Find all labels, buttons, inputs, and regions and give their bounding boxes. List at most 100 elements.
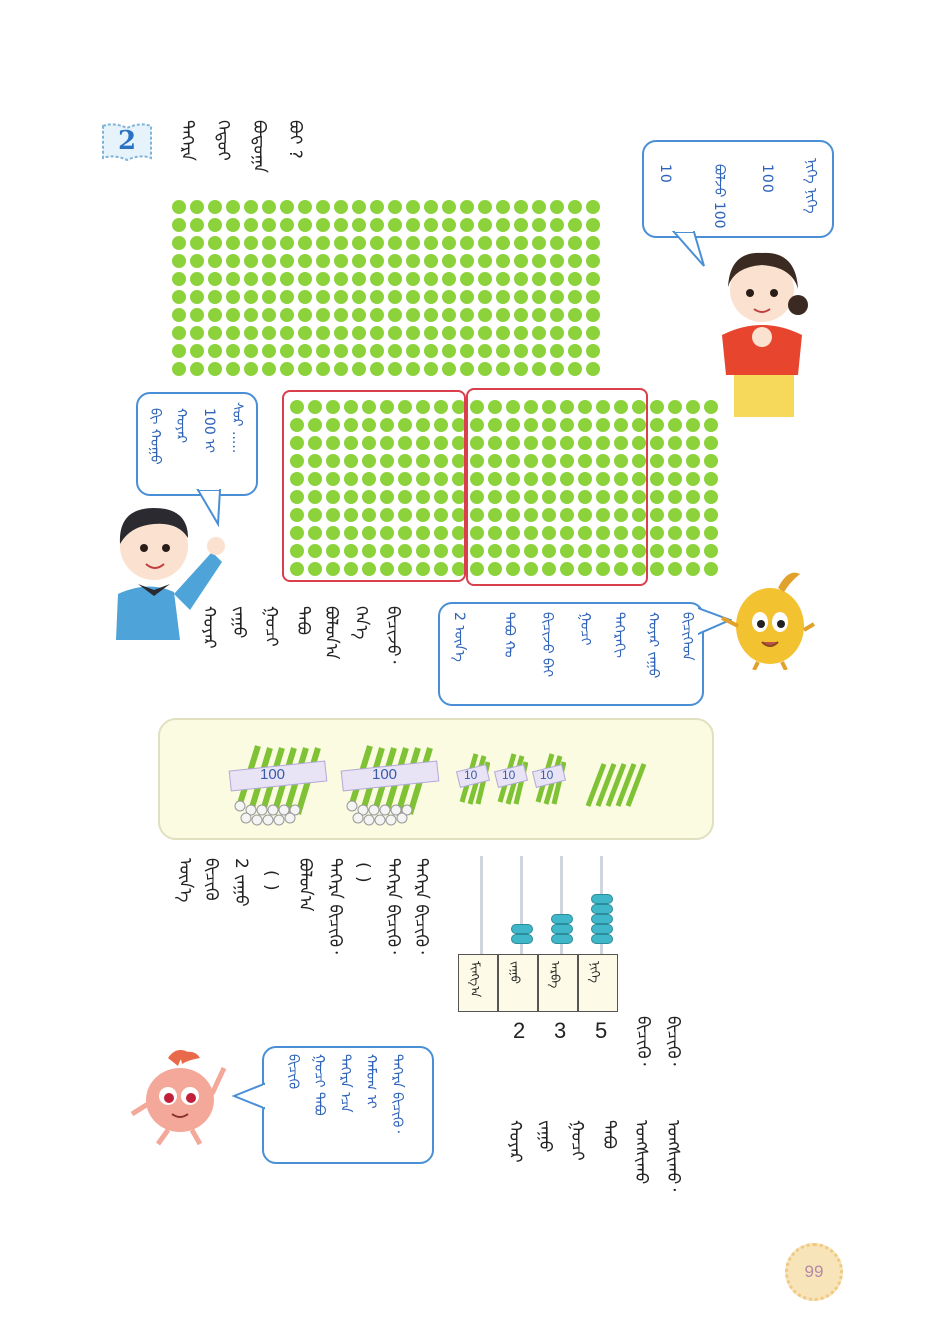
dot (280, 200, 294, 214)
dot (668, 472, 682, 486)
dot (344, 454, 358, 468)
dot (416, 472, 430, 486)
dot (452, 526, 466, 540)
dot (524, 526, 538, 540)
dot (542, 400, 556, 414)
dot (362, 490, 376, 504)
dot (416, 418, 430, 432)
dot (460, 272, 474, 286)
answer-blank[interactable]: ( ) (261, 870, 281, 892)
stick-bundle-icon (455, 753, 491, 805)
dot (514, 218, 528, 232)
dot (344, 400, 358, 414)
dot (560, 418, 574, 432)
dot (488, 436, 502, 450)
place-value-cell: ᠮᠢᠩᠭ᠎ᠠ (458, 954, 498, 1012)
single-sticks-icon (585, 763, 647, 807)
dot (424, 236, 438, 250)
dot (244, 290, 258, 304)
dot (650, 418, 664, 432)
dot (506, 490, 520, 504)
dot (380, 508, 394, 522)
dot (578, 454, 592, 468)
dot (434, 526, 448, 540)
dot (668, 418, 682, 432)
dot (586, 308, 600, 322)
dot (532, 362, 546, 376)
dot (532, 218, 546, 232)
dot (496, 200, 510, 214)
dot (532, 200, 546, 214)
dot (362, 472, 376, 486)
section-badge: 2 (100, 120, 154, 164)
boy-speech-bubble: ᠰᠤᠷ ..... 100 ᠢ ᠬᠣᠶᠠᠷ ᠪᠢ ᠬᠤᠭᠤ (136, 392, 258, 496)
dot (308, 490, 322, 504)
dot (370, 272, 384, 286)
dot (686, 454, 700, 468)
dot (460, 218, 474, 232)
dot (542, 526, 556, 540)
dot (704, 436, 718, 450)
dot (524, 490, 538, 504)
dot (632, 418, 646, 432)
dot (478, 218, 492, 232)
dot (298, 200, 312, 214)
dot (334, 236, 348, 250)
bubble-tail (671, 230, 705, 267)
dot (460, 326, 474, 340)
dot (524, 454, 538, 468)
dot (442, 326, 456, 340)
dot (398, 544, 412, 558)
dot (496, 272, 510, 286)
dot (370, 326, 384, 340)
dot (514, 236, 528, 250)
dot (442, 344, 456, 358)
dot (578, 400, 592, 414)
dot (488, 544, 502, 558)
dot (398, 526, 412, 540)
dot (550, 200, 564, 214)
bubble-line: 10 (657, 164, 673, 184)
dot (524, 562, 538, 576)
dot (262, 254, 276, 268)
dot (704, 454, 718, 468)
dot (470, 526, 484, 540)
bubble-line: ᠪᠢᠴᠢᠵᠦ ᠪᠠᠢ (539, 612, 555, 678)
question-line: ᠳᠡᠭᠡᠷᠡ (177, 120, 197, 161)
dot (578, 490, 592, 504)
text-line: ᠤᠩᠰᠢᠬᠤ (631, 1120, 651, 1185)
dot (280, 326, 294, 340)
dot (352, 326, 366, 340)
dot (172, 218, 186, 232)
dot (470, 418, 484, 432)
dot (352, 362, 366, 376)
dot (344, 508, 358, 522)
dot (316, 254, 330, 268)
dot (298, 308, 312, 322)
bubble-line: ᠬᠣᠶᠠᠷ ᠵᠠᠭᠤ (645, 612, 661, 679)
dot (532, 326, 546, 340)
dot (406, 200, 420, 214)
dot (434, 472, 448, 486)
dot-grid-grouped (288, 398, 720, 578)
dot (460, 344, 474, 358)
dot (614, 436, 628, 450)
dot (470, 544, 484, 558)
dot (262, 362, 276, 376)
dot (586, 290, 600, 304)
dot (496, 218, 510, 232)
text-line: ᠪᠣᠯᠤᠨ᠎ᠠ (321, 606, 341, 660)
dot (326, 490, 340, 504)
text-line: ᠵᠠᠭᠤ (535, 1120, 555, 1153)
answer-blank[interactable]: ( ) (353, 862, 373, 884)
place-value-cell: ᠠᠷᠪᠠ (538, 954, 578, 1012)
dot (416, 490, 430, 504)
bubble-line: 2 ᠦᠨ᠎ᠡ (451, 612, 467, 662)
dot (362, 400, 376, 414)
dot (452, 472, 466, 486)
question-line: ᠬᠡᠳᠦᠢ (213, 120, 233, 161)
dot (344, 490, 358, 504)
dot (586, 326, 600, 340)
dot (470, 562, 484, 576)
bubble-tail (698, 606, 732, 636)
